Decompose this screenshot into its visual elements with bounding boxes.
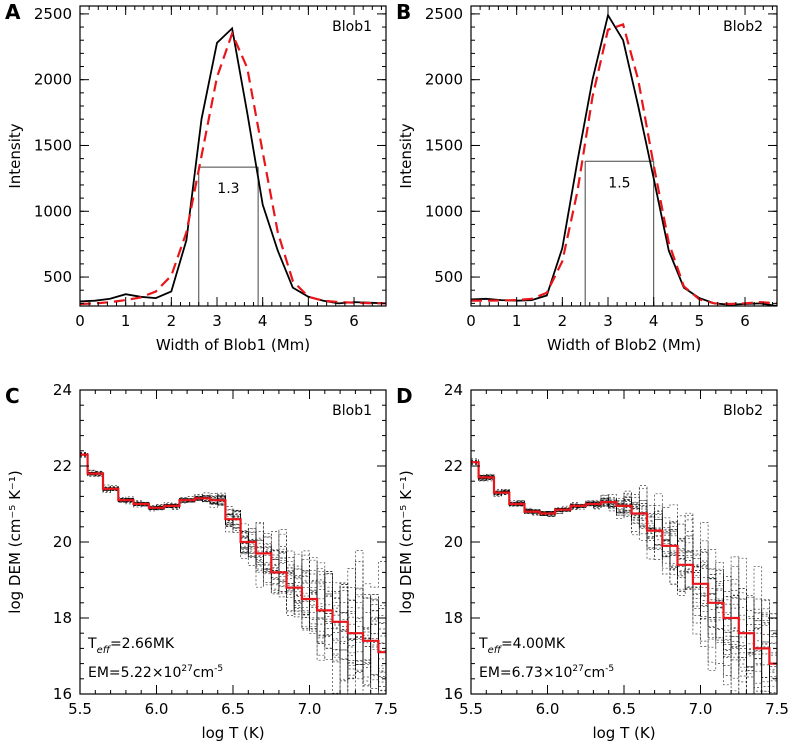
y-tick-label: 2500 [34, 5, 72, 23]
y-tick-label: 500 [434, 268, 463, 286]
y-axis-label: log DEM (cm⁻⁵ K⁻¹) [397, 470, 415, 613]
series-observed [80, 26, 386, 305]
fwhm-label: 1.5 [608, 175, 630, 191]
x-axis-label: Width of Blob2 (Mm) [547, 336, 701, 354]
x-tick-label: 2 [167, 312, 177, 330]
x-tick-label: 5 [304, 312, 314, 330]
panel-letter: A [5, 0, 21, 24]
x-tick-label: 7.0 [689, 700, 713, 718]
plot-area [80, 452, 386, 694]
y-tick-label: 1500 [34, 136, 72, 154]
y-tick-label: 18 [444, 609, 463, 627]
x-tick-label: 1 [512, 312, 522, 330]
x-tick-label: 5 [695, 312, 705, 330]
x-tick-label: 7.0 [298, 700, 322, 718]
x-tick-label: 3 [603, 312, 613, 330]
x-tick-label: 7.5 [765, 700, 789, 718]
y-tick-label: 24 [444, 381, 463, 399]
y-tick-label: 16 [444, 685, 463, 703]
panel-letter: B [396, 0, 411, 24]
y-tick-label: 22 [53, 457, 72, 475]
series-fit [80, 30, 386, 306]
x-tick-label: 6.0 [536, 700, 560, 718]
panel-c: 5.5 6.0 6.5 7.0 7.5 16 18 20 22 24 log T (K) log DE… [5, 381, 398, 742]
dem-best-fit [80, 453, 386, 654]
y-axis-label: Intensity [6, 123, 24, 188]
axes-frame [470, 5, 778, 307]
x-tick-label: 6.5 [612, 700, 636, 718]
panel-a: 0 1 2 3 4 5 6 500 1000 1500 2000 2500 Width of Blob1… [5, 0, 387, 354]
panel-title: Blob2 [723, 403, 763, 419]
mc-solution [80, 454, 386, 689]
x-tick-label: 2 [558, 312, 568, 330]
plot-area [471, 458, 777, 694]
x-tick-label: 6 [349, 312, 359, 330]
x-tick-label: 5.5 [68, 700, 92, 718]
em-annotation: EM=5.22×1027cm-5 [88, 664, 223, 681]
series-fit [471, 22, 777, 306]
y-tick-label: 1000 [34, 202, 72, 220]
panel-b: 0 1 2 3 4 5 6 500 1000 1500 2000 2500 Width of Blob2… [396, 0, 778, 354]
teff-annotation: Teff=4.00MK [478, 636, 566, 656]
x-tick-label: 6 [740, 312, 750, 330]
x-tick-label: 7.5 [374, 700, 398, 718]
y-tick-label: 2500 [425, 5, 463, 23]
panel-title: Blob2 [723, 19, 763, 35]
x-tick-label: 0 [466, 312, 476, 330]
y-tick-label: 2000 [34, 71, 72, 89]
panel-d: 5.5 6.0 6.5 7.0 7.5 16 18 20 22 24 log T (K) log DE… [396, 381, 789, 742]
y-tick-label: 18 [53, 609, 72, 627]
y-axis-label: Intensity [397, 123, 415, 188]
panel-title: Blob1 [332, 403, 372, 419]
fwhm-label: 1.3 [217, 181, 239, 197]
y-tick-label: 24 [53, 381, 72, 399]
x-tick-label: 4 [649, 312, 659, 330]
plot-area [471, 12, 777, 306]
dem-best-fit [471, 461, 777, 665]
y-tick-label: 16 [53, 685, 72, 703]
plot-area [80, 26, 386, 306]
y-axis-label: log DEM (cm⁻⁵ K⁻¹) [6, 470, 24, 613]
x-tick-label: 6.0 [145, 700, 169, 718]
x-tick-label: 6.5 [221, 700, 245, 718]
x-axis-label: log T (K) [592, 724, 655, 742]
panel-letter: D [396, 384, 413, 408]
x-tick-label: 4 [258, 312, 268, 330]
x-axis-label: Width of Blob1 (Mm) [156, 336, 310, 354]
panel-title: Blob1 [332, 19, 372, 35]
y-tick-label: 1000 [425, 202, 463, 220]
y-tick-label: 20 [53, 533, 72, 551]
y-tick-label: 20 [444, 533, 463, 551]
panel-letter: C [5, 384, 20, 408]
em-annotation: EM=6.73×1027cm-5 [479, 664, 614, 681]
mc-solution [80, 452, 386, 680]
x-tick-label: 1 [121, 312, 131, 330]
y-tick-label: 2000 [425, 71, 463, 89]
series-observed [471, 12, 777, 306]
y-tick-label: 500 [43, 268, 72, 286]
y-tick-label: 1500 [425, 136, 463, 154]
y-tick-label: 22 [444, 457, 463, 475]
x-tick-label: 5.5 [459, 700, 483, 718]
x-axis-label: log T (K) [201, 724, 264, 742]
axes-frame [79, 5, 387, 307]
teff-annotation: Teff=2.66MK [87, 636, 175, 656]
x-tick-label: 3 [212, 312, 222, 330]
x-tick-label: 0 [75, 312, 85, 330]
